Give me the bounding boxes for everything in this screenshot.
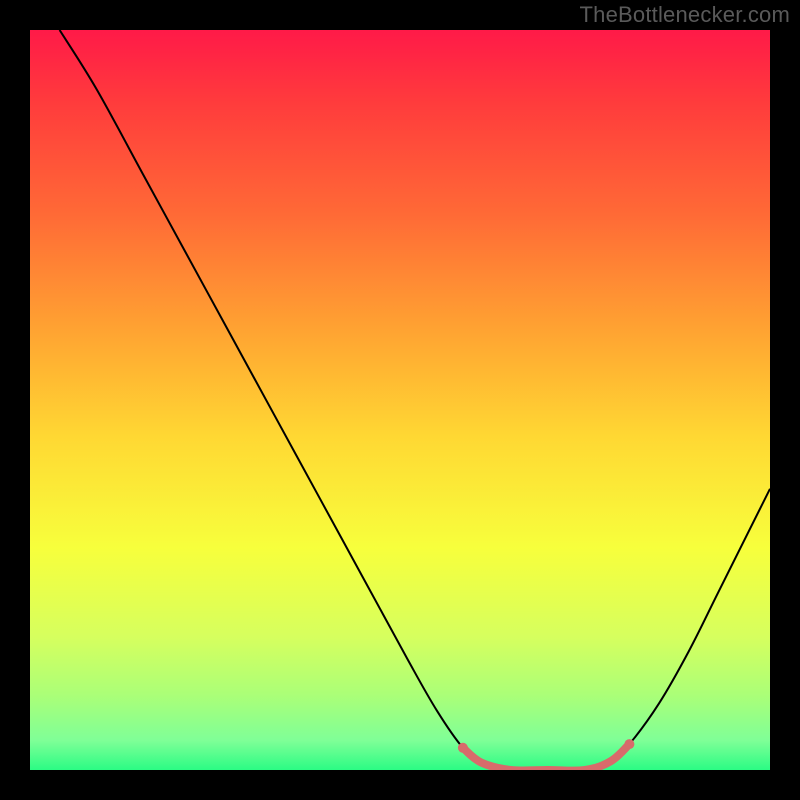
plot-background — [30, 30, 770, 770]
chart-outer-frame: TheBottlenecker.com — [0, 0, 800, 800]
optimal-range-marker-1 — [624, 739, 634, 749]
watermark-text: TheBottlenecker.com — [580, 2, 790, 28]
plot-area — [30, 30, 770, 770]
optimal-range-marker-0 — [458, 743, 468, 753]
bottleneck-curve-chart — [30, 30, 770, 770]
